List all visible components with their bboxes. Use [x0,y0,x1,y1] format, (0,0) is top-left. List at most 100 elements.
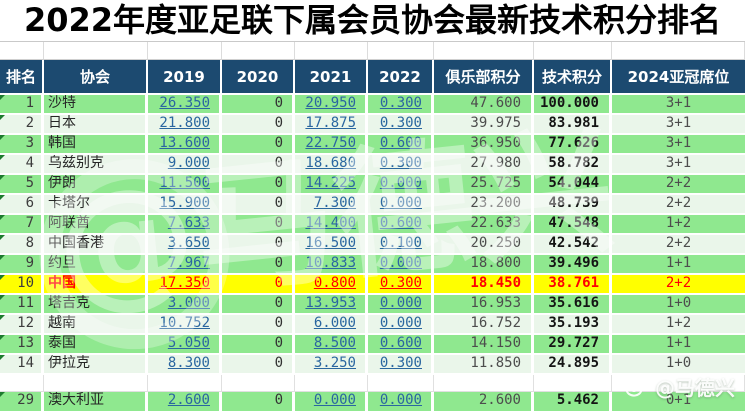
cell-association: 卡塔尔 [44,195,148,215]
cell-corner-flag-icon [0,115,5,120]
cell-2020: 0 [222,155,295,175]
cell-rank: 4 [0,155,44,175]
table-row-10: 10 中国 17.350 0 0.800 0.300 18.450 38.761 2+2 [0,275,745,295]
cell-2022-link [368,375,434,392]
cell-association: 伊拉克 [44,355,148,375]
cell-association: 伊朗 [44,175,148,195]
cell-rank: 11 [0,295,44,315]
cell-2019-link[interactable]: 9.000 [148,155,222,175]
cell-2022-link[interactable]: 0.300 [368,275,434,295]
cell-2021-link[interactable]: 0.800 [295,275,368,295]
cell-acl-slots: 1+1 [612,255,745,275]
cell-2019-link[interactable]: 7.967 [148,255,222,275]
cell-2022-link[interactable]: 0.300 [368,115,434,135]
cell-2019-link[interactable]: 26.350 [148,95,222,115]
cell-acl-slots [612,375,745,392]
table-row-9: 9 约旦 7.967 0 10.833 0.000 18.800 39.496 1+1 [0,255,745,275]
cell-2021-link[interactable]: 3.250 [295,355,368,375]
cell-2022-link[interactable]: 0.300 [368,155,434,175]
header-y2019: 2019 [148,60,222,95]
cell-2019-link[interactable]: 11.500 [148,175,222,195]
cell-tech-points: 42.542 [534,235,612,255]
cell-association: 中国 [44,275,148,295]
cell-2022-link[interactable]: 0.000 [368,392,434,413]
cell-2019-link[interactable]: 5.050 [148,335,222,355]
cell-2020: 0 [222,95,295,115]
cell-2019-link[interactable]: 15.900 [148,195,222,215]
cell-2022-link[interactable]: 0.300 [368,355,434,375]
cell-acl-slots: 3+1 [612,95,745,115]
cell-2021-link[interactable]: 18.680 [295,155,368,175]
cell-association: 泰国 [44,335,148,355]
cell-2020 [222,375,295,392]
cell-2022-link[interactable]: 0.600 [368,135,434,155]
cell-2021-link[interactable]: 17.875 [295,115,368,135]
table-row-14: 14 伊拉克 8.300 0 3.250 0.300 11.850 24.895 1+0 [0,355,745,375]
table-row-6: 6 卡塔尔 15.900 0 7.300 0.000 23.200 48.739 2+2 [0,195,745,215]
cell-acl-slots: 2+2 [612,175,745,195]
cell-2022-link[interactable]: 0.300 [368,95,434,115]
spacer-cell [534,42,612,60]
cell-2021-link[interactable]: 20.950 [295,95,368,115]
cell-2022-link[interactable]: 0.000 [368,195,434,215]
table-header-row: 排名 协会 2019 2020 2021 2022 俱乐部积分 技术积分 2024亚冠席位 [0,60,745,95]
table-row-11: 11 塔吉克 3.000 0 13.953 0.000 16.953 35.616 1+0 [0,295,745,315]
table-row-3: 3 韩国 13.600 0 22.750 0.600 36.950 77.626 3+1 [0,135,745,155]
cell-2020: 0 [222,295,295,315]
cell-association: 韩国 [44,135,148,155]
table-row-2: 2 日本 21.800 0 17.875 0.300 39.975 83.981 3+1 [0,115,745,135]
header-y2020: 2020 [222,60,295,95]
cell-2021-link [295,375,368,392]
cell-acl-slots: 2+2 [612,235,745,255]
spacer-cell [434,42,534,60]
cell-tech-points: 47.548 [534,215,612,235]
cell-corner-flag-icon [0,275,5,280]
cell-rank: 8 [0,235,44,255]
cell-2019-link[interactable]: 3.000 [148,295,222,315]
table-body: 1 沙特 26.350 0 20.950 0.300 47.600 100.000 3+1 2 日本… [0,95,745,413]
cell-2021-link[interactable]: 16.500 [295,235,368,255]
cell-club-points: 16.953 [434,295,534,315]
cell-2021-link[interactable]: 8.500 [295,335,368,355]
cell-2022-link[interactable]: 0.000 [368,255,434,275]
cell-2019-link[interactable]: 21.800 [148,115,222,135]
table-row-1: 1 沙特 26.350 0 20.950 0.300 47.600 100.000 3+1 [0,95,745,115]
cell-2021-link[interactable]: 6.000 [295,315,368,335]
cell-2020: 0 [222,315,295,335]
cell-2021-link[interactable]: 22.750 [295,135,368,155]
cell-association: 约旦 [44,255,148,275]
cell-rank: 10 [0,275,44,295]
cell-2021-link[interactable]: 0.000 [295,392,368,413]
cell-2019-link[interactable]: 8.300 [148,355,222,375]
cell-rank: 13 [0,335,44,355]
cell-association: 阿联酋 [44,215,148,235]
cell-2019-link[interactable]: 10.752 [148,315,222,335]
cell-2021-link[interactable]: 13.953 [295,295,368,315]
cell-tech-points: 38.761 [534,275,612,295]
cell-2022-link[interactable]: 0.000 [368,295,434,315]
cell-2021-link[interactable]: 14.400 [295,215,368,235]
cell-acl-slots: 2+2 [612,195,745,215]
cell-2019-link[interactable]: 3.650 [148,235,222,255]
cell-2022-link[interactable]: 0.600 [368,215,434,235]
cell-tech-points: 83.981 [534,115,612,135]
cell-2021-link[interactable]: 7.300 [295,195,368,215]
header-y2021: 2021 [295,60,368,95]
cell-acl-slots: 1+2 [612,215,745,235]
cell-2021-link[interactable]: 14.225 [295,175,368,195]
cell-2022-link[interactable]: 0.600 [368,335,434,355]
cell-2019-link[interactable]: 2.600 [148,392,222,413]
cell-2022-link[interactable]: 0.000 [368,175,434,195]
cell-2021-link[interactable]: 10.833 [295,255,368,275]
cell-acl-slots: 0+1 [612,392,745,413]
cell-2022-link[interactable]: 0.000 [368,315,434,335]
cell-2019-link[interactable]: 13.600 [148,135,222,155]
cell-2020: 0 [222,175,295,195]
cell-2019-link[interactable]: 17.350 [148,275,222,295]
cell-association: 日本 [44,115,148,135]
cell-club-points: 47.600 [434,95,534,115]
cell-2020: 0 [222,335,295,355]
cell-2022-link[interactable]: 0.100 [368,235,434,255]
cell-tech-points: 100.000 [534,95,612,115]
cell-2019-link[interactable]: 7.633 [148,215,222,235]
